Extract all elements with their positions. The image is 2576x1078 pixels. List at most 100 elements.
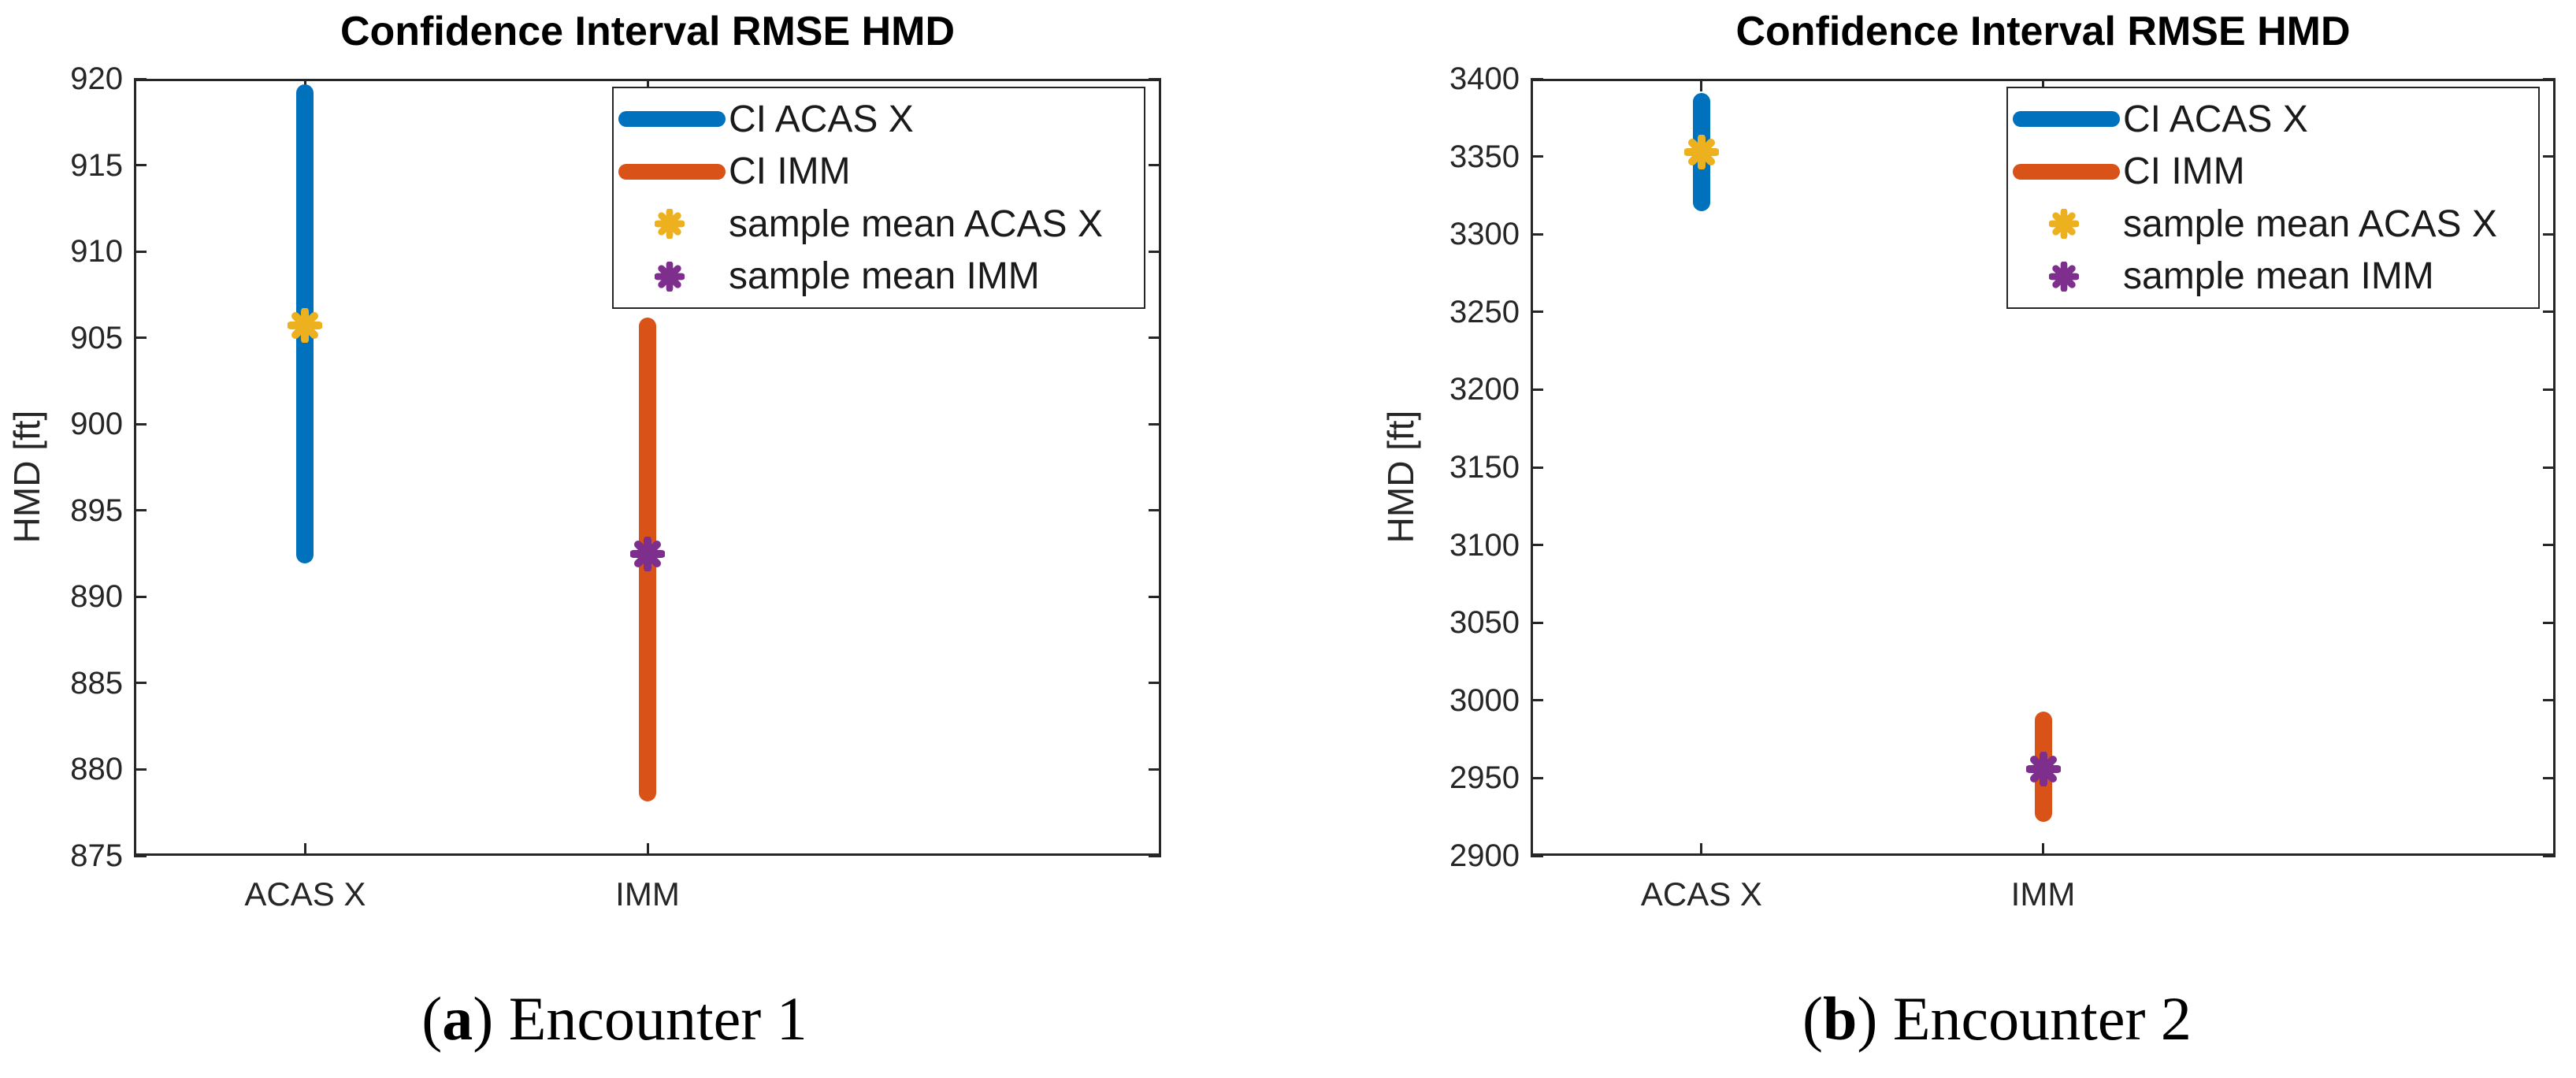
asterisk-icon [629, 535, 666, 572]
asterisk-icon [1683, 133, 1720, 170]
y-tick-mark-right [2543, 77, 2556, 80]
y-tick-mark-left [1531, 854, 1543, 857]
y-tick-mark-left [1531, 388, 1543, 391]
y-tick-label: 2950 [1449, 760, 1520, 796]
legend-marker-slot [614, 199, 726, 249]
y-tick-mark-right [1149, 682, 1161, 685]
y-tick-label: 920 [70, 61, 123, 96]
y-tick-label: 3250 [1449, 294, 1520, 329]
y-tick-label: 880 [70, 752, 123, 787]
y-tick-label: 900 [70, 407, 123, 442]
y-tick-mark-right [1149, 422, 1161, 426]
y-tick-mark-left [134, 164, 147, 167]
legend-label: CI ACAS X [729, 98, 914, 140]
plot-title: Confidence Interval RMSE HMD [340, 9, 956, 54]
mean-marker-acas-x [1683, 133, 1720, 170]
legend-line-swatch [618, 111, 726, 128]
y-tick-mark-right [2543, 466, 2556, 469]
y-tick-mark-right [1149, 854, 1161, 857]
y-tick-mark-left [134, 595, 147, 598]
y-tick-label: 3350 [1449, 139, 1520, 174]
legend-row: CI IMM [614, 147, 1144, 197]
y-tick-mark-right [2543, 854, 2556, 857]
y-tick-mark-left [134, 250, 147, 253]
y-tick-mark-left [1531, 77, 1543, 80]
y-tick-mark-right [1149, 336, 1161, 340]
legend-row: CI ACAS X [614, 94, 1144, 144]
y-tick-mark-right [2543, 621, 2556, 624]
asterisk-icon [654, 208, 685, 240]
legend-line-swatch [2013, 111, 2120, 128]
y-tick-label: 885 [70, 665, 123, 701]
x-tick-mark-bottom [1700, 843, 1703, 856]
mean-marker-imm [2025, 750, 2062, 787]
caption-b-text: ) Encounter 2 [1857, 984, 2192, 1053]
y-tick-label: 3100 [1449, 527, 1520, 563]
y-tick-mark-right [1149, 164, 1161, 167]
legend-label: sample mean IMM [2123, 255, 2434, 298]
legend-row: sample mean IMM [614, 251, 1144, 302]
y-tick-mark-left [1531, 544, 1543, 547]
y-tick-mark-right [2543, 310, 2556, 314]
mean-marker-acas-x [287, 307, 324, 344]
caption-a-prefix: ( [421, 984, 443, 1053]
legend-label: sample mean ACAS X [2123, 203, 2497, 245]
y-tick-label: 875 [70, 838, 123, 873]
legend-label: CI ACAS X [2123, 98, 2308, 140]
x-tick-label: ACAS X [1640, 875, 1762, 913]
legend-line-slot [2008, 94, 2120, 144]
y-tick-mark-right [1149, 250, 1161, 253]
caption-a-letter: a [442, 984, 473, 1053]
y-tick-mark-left [1531, 232, 1543, 236]
y-tick-mark-right [2543, 155, 2556, 158]
y-tick-mark-left [1531, 699, 1543, 702]
y-tick-mark-left [134, 422, 147, 426]
legend-row: sample mean ACAS X [2008, 199, 2538, 249]
legend-marker-swatch [654, 208, 685, 243]
y-tick-mark-right [2543, 388, 2556, 391]
y-tick-label: 910 [70, 234, 123, 270]
legend-label: sample mean IMM [729, 255, 1040, 298]
y-tick-mark-right [1149, 595, 1161, 598]
legend-box: CI ACAS X CI IMM sample mean ACAS X sample … [2006, 87, 2540, 309]
legend-marker-swatch [2048, 208, 2080, 243]
plot-title: Confidence Interval RMSE HMD [1735, 9, 2351, 54]
y-tick-label: 3150 [1449, 450, 1520, 485]
x-tick-mark-top [2042, 79, 2044, 91]
asterisk-icon [287, 307, 324, 344]
asterisk-icon [2025, 750, 2062, 787]
legend-label: sample mean ACAS X [729, 203, 1103, 245]
x-tick-label: ACAS X [244, 875, 366, 913]
legend-marker-slot [614, 251, 726, 302]
y-tick-mark-left [1531, 776, 1543, 779]
caption-b: (b) Encounter 2 [1802, 983, 2192, 1054]
x-tick-mark-top [646, 79, 649, 91]
caption-b-letter: b [1823, 984, 1858, 1053]
y-tick-mark-left [1531, 466, 1543, 469]
legend-marker-swatch [2048, 260, 2080, 296]
legend-line-slot [2008, 147, 2120, 197]
caption-b-prefix: ( [1802, 984, 1824, 1053]
y-tick-mark-left [134, 682, 147, 685]
legend-label: CI IMM [729, 151, 851, 193]
y-tick-mark-right [2543, 699, 2556, 702]
y-tick-label: 3200 [1449, 372, 1520, 407]
y-tick-label: 895 [70, 493, 123, 528]
asterisk-icon [2048, 260, 2080, 292]
legend-box: CI ACAS X CI IMM sample mean ACAS X sample … [612, 87, 1145, 309]
y-tick-mark-left [134, 336, 147, 340]
y-tick-label: 905 [70, 320, 123, 355]
y-tick-label: 3300 [1449, 217, 1520, 252]
legend-line-swatch [2013, 163, 2120, 180]
legend-row: CI ACAS X [2008, 94, 2538, 144]
asterisk-icon [654, 260, 685, 292]
y-tick-mark-right [2543, 776, 2556, 779]
legend-line-slot [614, 94, 726, 144]
caption-a: (a) Encounter 1 [421, 983, 807, 1054]
y-tick-mark-left [1531, 155, 1543, 158]
y-tick-label: 3400 [1449, 61, 1520, 96]
legend-line-slot [614, 147, 726, 197]
y-tick-label: 3000 [1449, 682, 1520, 718]
